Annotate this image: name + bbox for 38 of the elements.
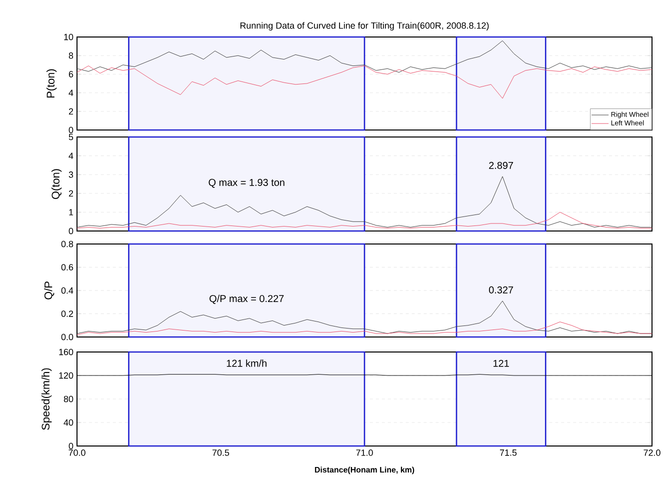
x-tick-label: 72.0 — [644, 450, 660, 456]
annotation: Q max = 1.93 ton — [208, 178, 284, 188]
y-tick-label: 3 — [68, 171, 74, 178]
y-tick-label: 80 — [64, 396, 74, 402]
chart-title: Running Data of Curved Line for Tilting Train(600R, 2008.8.12) — [240, 22, 489, 30]
y-tick-label: 0.6 — [61, 264, 74, 270]
y-axis-title: Speed(km/h) — [41, 368, 52, 430]
y-axis-title: Q(ton) — [51, 169, 62, 200]
annotation: 2.897 — [489, 162, 514, 169]
y-tick-label: 4 — [68, 90, 74, 96]
y-tick-label: 160 — [59, 348, 74, 356]
y-tick-label: 0.2 — [61, 310, 74, 317]
x-tick-label: 70.5 — [212, 450, 230, 456]
y-tick-label: 0 — [68, 442, 74, 450]
y-tick-label: 2 — [68, 190, 74, 197]
y-axis-title: P(ton) — [46, 69, 57, 98]
y-axis-title: Q/P — [44, 282, 54, 300]
y-tick-label: 0.0 — [61, 334, 74, 340]
y-tick-label: 0.8 — [61, 240, 74, 248]
y-tick-label: 4 — [68, 152, 74, 159]
y-tick-label: 6 — [68, 71, 74, 78]
y-tick-label: 1 — [69, 209, 74, 216]
annotation: 121 km/h — [226, 359, 266, 367]
annotation: 0.327 — [488, 286, 514, 294]
annotation: 121 — [494, 360, 509, 367]
y-tick-label: 10 — [64, 34, 74, 40]
y-tick-label: 0 — [68, 228, 74, 234]
x-tick-label: 71.0 — [356, 450, 373, 456]
y-tick-label: 120 — [59, 372, 74, 379]
y-tick-label: 0 — [68, 126, 74, 134]
y-tick-label: 0.4 — [61, 287, 74, 294]
y-tick-label: 40 — [64, 419, 74, 426]
y-tick-label: 5 — [68, 134, 74, 140]
annotation: Q/P max = 0.227 — [210, 294, 284, 304]
y-tick-label: 2 — [68, 108, 74, 115]
x-tick-label: 70.0 — [68, 450, 86, 456]
x-tick-label: 71.5 — [500, 450, 517, 456]
y-tick-label: 8 — [68, 52, 74, 59]
